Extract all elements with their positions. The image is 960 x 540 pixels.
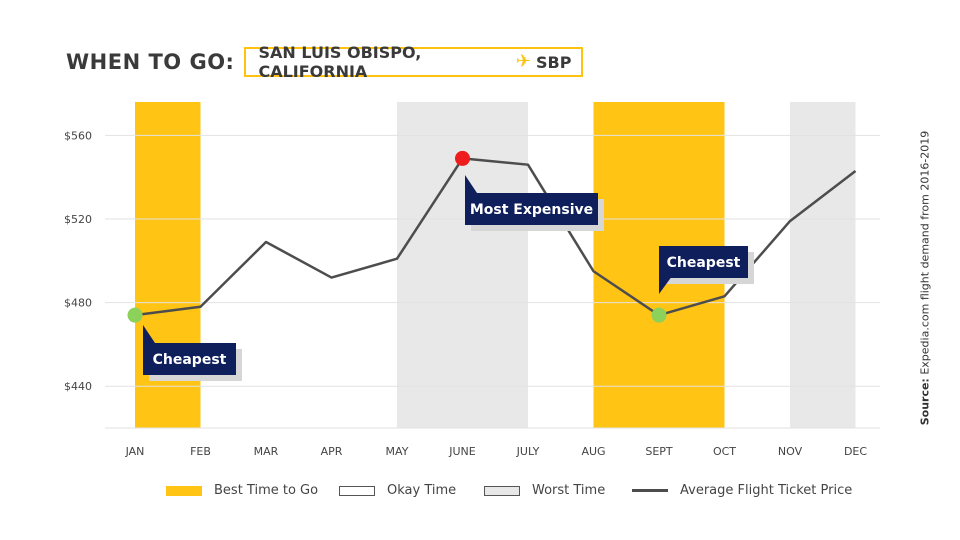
legend-line-swatch bbox=[632, 489, 668, 492]
legend-okay: Okay Time bbox=[339, 483, 456, 498]
y-tick-label: $440 bbox=[64, 380, 92, 393]
x-tick-label: SEPT bbox=[645, 445, 673, 458]
source-label: Source: bbox=[918, 378, 932, 426]
grid-lines bbox=[105, 134, 880, 429]
legend-best-label: Best Time to Go bbox=[214, 483, 319, 498]
location-name: SAN LUIS OBISPO, CALIFORNIA bbox=[258, 43, 422, 81]
legend-best-swatch bbox=[166, 485, 202, 496]
legend-okay-label: Okay Time bbox=[387, 483, 457, 498]
airport-code: SBP bbox=[536, 52, 572, 72]
legend-best: Best Time to Go bbox=[166, 483, 318, 498]
legend-line: Average Flight Ticket Price bbox=[632, 483, 852, 498]
airplane-icon: ✈ bbox=[515, 51, 531, 72]
legend-line-label: Average Flight Ticket Price bbox=[680, 483, 853, 498]
most-expensive-point bbox=[455, 150, 470, 166]
y-tick-label: $480 bbox=[64, 297, 92, 310]
most-expensive-callout: Most Expensive bbox=[455, 150, 604, 231]
cheapest-point bbox=[651, 307, 667, 323]
x-tick-label: MAY bbox=[386, 445, 409, 458]
page-title: WHEN TO GO: bbox=[66, 50, 235, 74]
legend-worst: Worst Time bbox=[484, 483, 605, 498]
cheapest-point bbox=[127, 307, 143, 323]
callout-box bbox=[143, 343, 236, 375]
x-tick-label: JUNE bbox=[448, 445, 476, 458]
callout-label: Most Expensive bbox=[470, 202, 593, 218]
x-axis: JAN FEB MAR APR MAY JUNE JULY AUG SEPT OCT NOV DEC bbox=[125, 445, 868, 458]
x-tick-label: MAR bbox=[254, 445, 279, 458]
callout-box bbox=[465, 193, 598, 225]
cheapest-callout: Cheapest bbox=[651, 246, 754, 323]
y-tick-label: $520 bbox=[64, 213, 92, 226]
price-chart: $440 $480 $520 $560 JAN FEB MAR APR MAY JUNE JULY… bbox=[64, 102, 880, 458]
time-bands bbox=[135, 102, 856, 428]
x-tick-label: JAN bbox=[125, 445, 145, 458]
worst-time-band bbox=[397, 102, 528, 428]
x-tick-label: NOV bbox=[778, 445, 803, 458]
x-tick-label: APR bbox=[321, 445, 343, 458]
y-axis: $440 $480 $520 $560 bbox=[64, 129, 92, 393]
callout-box bbox=[659, 246, 748, 278]
x-tick-label: DEC bbox=[844, 445, 867, 458]
x-tick-label: JULY bbox=[516, 445, 540, 458]
source-text: Expedia.com flight demand from 2016-2019 bbox=[918, 130, 932, 375]
location-box: SAN LUIS OBISPO, CALIFORNIA ✈ SBP bbox=[244, 43, 584, 81]
y-tick-label: $560 bbox=[64, 129, 92, 142]
x-tick-label: AUG bbox=[581, 445, 605, 458]
legend-worst-swatch bbox=[484, 485, 520, 496]
callout-label: Cheapest bbox=[667, 255, 741, 271]
legend: Best Time to Go Okay Time Worst Time Ave… bbox=[0, 483, 960, 505]
cheapest-callout: Cheapest bbox=[127, 307, 242, 381]
x-tick-label: OCT bbox=[713, 445, 736, 458]
legend-worst-label: Worst Time bbox=[532, 483, 606, 498]
legend-okay-swatch bbox=[339, 485, 375, 496]
source-note: Source: Expedia.com flight demand from 2… bbox=[919, 131, 932, 426]
callout-label: Cheapest bbox=[153, 352, 227, 368]
chart-header: WHEN TO GO: SAN LUIS OBISPO, CALIFORNIA … bbox=[66, 43, 584, 81]
x-tick-label: FEB bbox=[190, 445, 211, 458]
annotations: Cheapest Most Expensive Cheapest bbox=[127, 150, 754, 381]
worst-time-band bbox=[790, 102, 856, 428]
